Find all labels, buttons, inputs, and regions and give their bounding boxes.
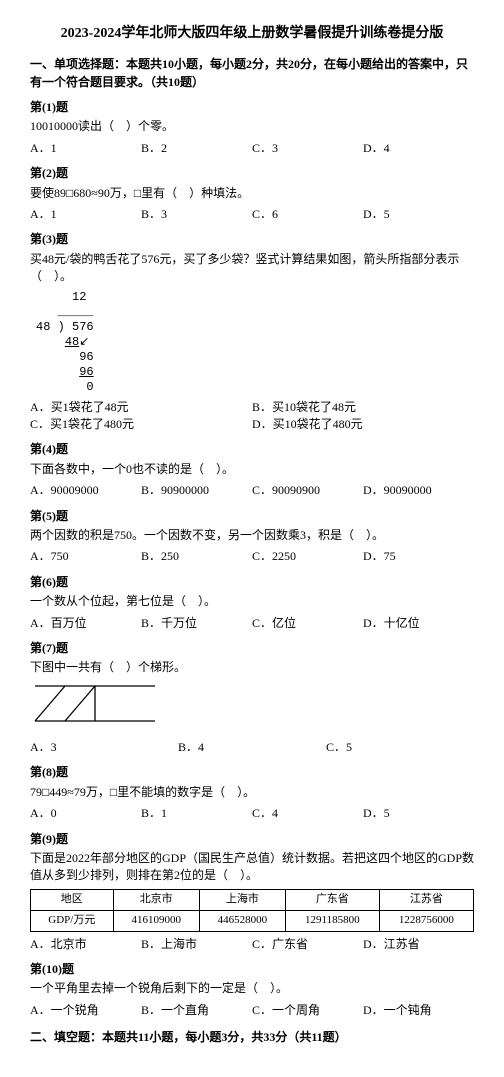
q5-opt-b: B．250	[141, 548, 252, 565]
q4-options: A．90009000 B．90900000 C．90090900 D．90090…	[30, 482, 474, 499]
q9-stem: 下面是2022年部分地区的GDP（国民生产总值）统计数据。若把这四个地区的GDP…	[30, 850, 474, 885]
q7-label: 第(7)题	[30, 640, 474, 657]
q3-label: 第(3)题	[30, 231, 474, 248]
cell-gdp-label: GDP/万元	[31, 910, 114, 931]
q3-options: A．买1袋花了48元 B．买10袋花了48元 C．买1袋花了480元 D．买10…	[30, 399, 474, 434]
q5-stem: 两个因数的积是750。一个因数不变，另一个因数乘3，积是（ ）。	[30, 527, 474, 544]
q1-opt-a: A．1	[30, 140, 141, 157]
q7-stem: 下图中一共有（ ）个梯形。	[30, 659, 474, 676]
q3-opt-c: C．买1袋花了480元	[30, 416, 252, 433]
q8-opt-a: A．0	[30, 805, 141, 822]
q8-opt-b: B．1	[141, 805, 252, 822]
cell-shanghai-value: 446528000	[199, 910, 285, 931]
q9-opt-d: D．江苏省	[363, 936, 474, 953]
q4-stem: 下面各数中，一个0也不读的是（ ）。	[30, 461, 474, 478]
q2-opt-d: D．5	[363, 206, 474, 223]
q4-opt-c: C．90090900	[252, 482, 363, 499]
q10-opt-a: A．一个锐角	[30, 1002, 141, 1019]
q2-options: A．1 B．3 C．6 D．5	[30, 206, 474, 223]
q10-opt-b: B．一个直角	[141, 1002, 252, 1019]
q2-opt-c: C．6	[252, 206, 363, 223]
page-title: 2023-2024学年北师大版四年级上册数学暑假提升训练卷提分版	[30, 24, 474, 44]
q4-opt-d: D．90090000	[363, 482, 474, 499]
q5-opt-a: A．750	[30, 548, 141, 565]
q5-label: 第(5)题	[30, 508, 474, 525]
q8-opt-c: C．4	[252, 805, 363, 822]
cell-beijing-value: 416109000	[113, 910, 199, 931]
q3-stem: 买48元/袋的鸭舌花了576元，买了多少袋？竖式计算结果如图，箭头所指部分表示（…	[30, 251, 474, 286]
q6-stem: 一个数从个位起，第七位是（ ）。	[30, 593, 474, 610]
q7-opt-a: A．3	[30, 739, 178, 756]
q1-options: A．1 B．2 C．3 D．4	[30, 140, 474, 157]
q3-opt-a: A．买1袋花了48元	[30, 399, 252, 416]
section-2-heading: 二、填空题：本题共11小题，每小题3分，共33分（共11题）	[30, 1029, 474, 1046]
q2-label: 第(2)题	[30, 165, 474, 182]
q1-opt-d: D．4	[363, 140, 474, 157]
q1-stem: 10010000读出（ ）个零。	[30, 118, 474, 135]
q4-opt-a: A．90009000	[30, 482, 141, 499]
q6-opt-c: C．亿位	[252, 615, 363, 632]
q9-opt-b: B．上海市	[141, 936, 252, 953]
cell-region-header: 地区	[31, 889, 114, 910]
cell-jiangsu-header: 江苏省	[379, 889, 473, 910]
q9-options: A．北京市 B．上海市 C．广东省 D．江苏省	[30, 936, 474, 953]
q9-opt-c: C．广东省	[252, 936, 363, 953]
cell-guangdong-value: 1291185800	[285, 910, 379, 931]
q1-opt-c: C．3	[252, 140, 363, 157]
q7-opt-c: C．5	[326, 739, 474, 756]
q6-opt-a: A．百万位	[30, 615, 141, 632]
cell-beijing-header: 北京市	[113, 889, 199, 910]
q4-label: 第(4)题	[30, 441, 474, 458]
q6-opt-d: D．十亿位	[363, 615, 474, 632]
q2-opt-b: B．3	[141, 206, 252, 223]
q7-options: A．3 B．4 C．5	[30, 739, 474, 756]
q3-opt-b: B．买10袋花了48元	[252, 399, 474, 416]
q8-label: 第(8)题	[30, 764, 474, 781]
q5-opt-d: D．75	[363, 548, 474, 565]
q4-opt-b: B．90900000	[141, 482, 252, 499]
q3-division-figure: 12 _____ 48 ) 576 48↙ 96 96 0	[36, 290, 474, 395]
q9-opt-a: A．北京市	[30, 936, 141, 953]
section-1-heading: 一、单项选择题：本题共10小题，每小题2分，共20分，在每小题给出的答案中，只有…	[30, 56, 474, 91]
q6-label: 第(6)题	[30, 574, 474, 591]
q10-opt-d: D．一个钝角	[363, 1002, 474, 1019]
q9-label: 第(9)题	[30, 831, 474, 848]
table-row: GDP/万元 416109000 446528000 1291185800 12…	[31, 910, 474, 931]
q3-opt-d: D．买10袋花了480元	[252, 416, 474, 433]
q6-opt-b: B．千万位	[141, 615, 252, 632]
q7-opt-b: B．4	[178, 739, 326, 756]
q10-stem: 一个平角里去掉一个锐角后剩下的一定是（ ）。	[30, 980, 474, 997]
q8-opt-d: D．5	[363, 805, 474, 822]
q2-stem: 要使89□680≈90万，□里有（ ）种填法。	[30, 185, 474, 202]
cell-jiangsu-value: 1228756000	[379, 910, 473, 931]
cell-guangdong-header: 广东省	[285, 889, 379, 910]
q10-label: 第(10)题	[30, 961, 474, 978]
q5-options: A．750 B．250 C．2250 D．75	[30, 548, 474, 565]
q10-opt-c: C．一个周角	[252, 1002, 363, 1019]
q8-stem: 79□449≈79万，□里不能填的数字是（ ）。	[30, 784, 474, 801]
q8-options: A．0 B．1 C．4 D．5	[30, 805, 474, 822]
table-row: 地区 北京市 上海市 广东省 江苏省	[31, 889, 474, 910]
q1-label: 第(1)题	[30, 99, 474, 116]
q7-trapezoid-figure	[30, 681, 160, 726]
cell-shanghai-header: 上海市	[199, 889, 285, 910]
q1-opt-b: B．2	[141, 140, 252, 157]
q5-opt-c: C．2250	[252, 548, 363, 565]
q6-options: A．百万位 B．千万位 C．亿位 D．十亿位	[30, 615, 474, 632]
q9-gdp-table: 地区 北京市 上海市 广东省 江苏省 GDP/万元 416109000 4465…	[30, 889, 474, 932]
q10-options: A．一个锐角 B．一个直角 C．一个周角 D．一个钝角	[30, 1002, 474, 1019]
q2-opt-a: A．1	[30, 206, 141, 223]
